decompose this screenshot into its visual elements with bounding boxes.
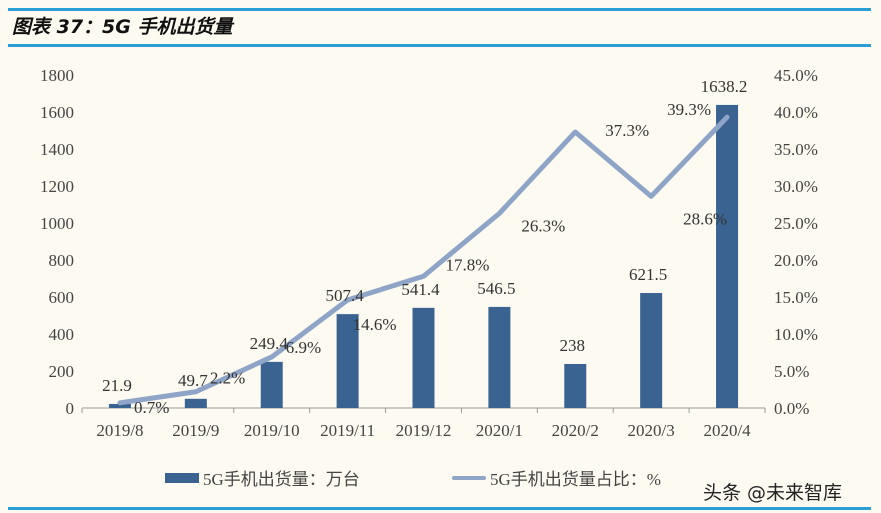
y-left-tick-label: 1200: [40, 177, 74, 196]
y-right-tick-label: 15.0%: [774, 288, 818, 307]
line-data-label: 39.3%: [667, 100, 711, 119]
bar: [564, 363, 587, 408]
legend-bar: 5G手机出货量：万台: [165, 465, 360, 490]
y-left-tick-label: 0: [66, 399, 75, 418]
y-right-tick-label: 45.0%: [774, 66, 818, 85]
legend-line-label: 5G手机出货量占比：%: [490, 470, 661, 489]
x-tick-label: 2019/8: [96, 421, 143, 440]
y-right-tick-label: 35.0%: [774, 140, 818, 159]
bar: [260, 361, 283, 408]
bar-data-label: 249.4: [250, 334, 289, 353]
title-rule: [8, 44, 871, 47]
line-data-label: 2.2%: [210, 369, 245, 388]
bar-data-label: 541.4: [401, 280, 440, 299]
y-left-tick-label: 1600: [40, 103, 74, 122]
legend-line: 5G手机出货量占比：%: [452, 465, 661, 490]
top-rule: [8, 8, 871, 11]
x-tick-label: 2019/12: [396, 421, 452, 440]
x-tick-label: 2019/9: [172, 421, 219, 440]
line-data-label: 14.6%: [353, 315, 397, 334]
watermark: 头条 @未来智库: [703, 478, 843, 505]
line-series: [117, 114, 730, 406]
y-right-tick-label: 25.0%: [774, 214, 818, 233]
line-data-label: 37.3%: [605, 121, 649, 140]
y-right-tick-label: 10.0%: [774, 325, 818, 344]
x-tick-label: 2020/4: [703, 421, 751, 440]
line-data-label: 6.9%: [286, 338, 321, 357]
x-tick-label: 2019/10: [244, 421, 300, 440]
y-right-tick-label: 40.0%: [774, 103, 818, 122]
bar: [716, 104, 739, 409]
bar: [336, 314, 359, 408]
y-left-tick-label: 600: [49, 288, 75, 307]
x-tick-label: 2019/11: [320, 421, 375, 440]
bar-data-label: 21.9: [102, 376, 132, 395]
y-left-tick-label: 1400: [40, 140, 74, 159]
line-data-label: 26.3%: [521, 216, 565, 235]
x-tick-label: 2020/3: [628, 421, 675, 440]
y-left-tick-label: 1800: [40, 66, 74, 85]
y-right-tick-label: 0.0%: [774, 399, 809, 418]
y-left-tick-label: 400: [49, 325, 75, 344]
line-data-label: 0.7%: [134, 398, 169, 417]
bar: [412, 307, 435, 408]
bar-data-label: 49.7: [178, 371, 208, 390]
y-left-tick-label: 800: [49, 251, 75, 270]
y-left-tick-label: 1000: [40, 214, 74, 233]
bar-data-label: 621.5: [629, 265, 667, 284]
bar: [488, 306, 511, 408]
y-right-tick-label: 30.0%: [774, 177, 818, 196]
bottom-rule: [8, 507, 871, 510]
bar: [108, 403, 131, 408]
y-left-tick-label: 200: [49, 362, 75, 381]
bar-data-label: 1638.2: [701, 77, 748, 96]
y-right-tick-label: 20.0%: [774, 251, 818, 270]
x-tick-label: 2020/1: [476, 421, 523, 440]
legend-bar-swatch: [165, 472, 199, 483]
line-data-label: 17.8%: [446, 255, 490, 274]
x-tick-label: 2020/2: [552, 421, 599, 440]
bar-data-label: 507.4: [325, 286, 364, 305]
legend-bar-label: 5G手机出货量：万台: [203, 470, 360, 489]
line-data-label: 28.6%: [683, 209, 727, 228]
figure-title: 图表 37：5G 手机出货量: [12, 16, 233, 38]
bar: [640, 293, 663, 408]
legend-line-swatch: [452, 475, 486, 480]
bar-data-label: 546.5: [477, 279, 515, 298]
bar: [184, 398, 207, 408]
y-right-tick-label: 5.0%: [774, 362, 809, 381]
bar-data-label: 238: [560, 336, 586, 355]
